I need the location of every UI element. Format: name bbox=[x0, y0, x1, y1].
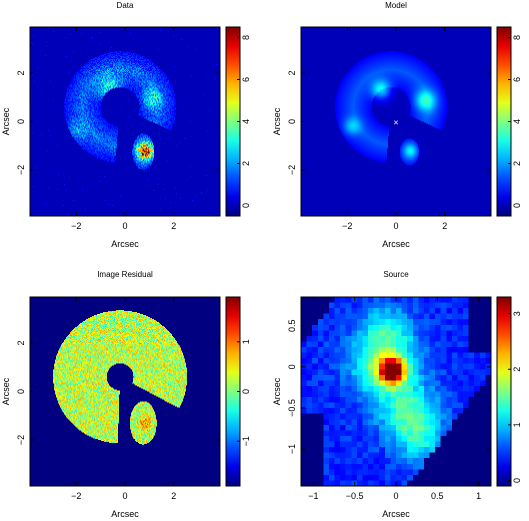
panel-title: Model bbox=[385, 1, 407, 10]
x-tick-label: −2 bbox=[342, 221, 352, 231]
colorbar-tick-label: 6 bbox=[512, 77, 522, 82]
y-tick-label: 2 bbox=[16, 341, 26, 346]
heatmap-image bbox=[301, 297, 491, 486]
y-axis-label: Arcsec bbox=[1, 377, 11, 405]
x-axis-label: Arcsec bbox=[111, 239, 139, 249]
y-axis-label: Arcsec bbox=[272, 107, 282, 135]
colorbar-tick-label: 0 bbox=[241, 203, 251, 208]
x-tick-label: 2 bbox=[171, 491, 176, 501]
x-axis-label: Arcsec bbox=[382, 239, 410, 249]
x-tick-label: −1 bbox=[308, 491, 318, 501]
x-tick-label: 0.5 bbox=[431, 491, 444, 501]
x-tick-label: 2 bbox=[171, 221, 176, 231]
colorbar bbox=[496, 296, 512, 487]
colorbar-tick-label: 0 bbox=[241, 389, 251, 394]
y-tick-label: −0.5 bbox=[287, 399, 297, 417]
y-tick-label: 0 bbox=[287, 119, 297, 124]
x-axis-label: Arcsec bbox=[111, 509, 139, 519]
colorbar-tick-label: 2 bbox=[512, 161, 522, 166]
heatmap-image bbox=[301, 27, 491, 216]
colorbar-tick-label: 0 bbox=[512, 478, 522, 483]
colorbar-tick-label: 8 bbox=[241, 35, 251, 40]
panel-title: Image Residual bbox=[97, 270, 153, 279]
y-tick-label: 0 bbox=[16, 119, 26, 124]
panel-title: Data bbox=[117, 1, 134, 10]
y-tick-label: −2 bbox=[287, 165, 297, 175]
y-tick-label: 2 bbox=[16, 71, 26, 76]
center-marker: × bbox=[393, 118, 398, 128]
colorbar-tick-label: 6 bbox=[241, 77, 251, 82]
x-tick-label: −2 bbox=[71, 491, 81, 501]
y-axis-label: Arcsec bbox=[272, 377, 282, 405]
colorbar-tick-label: 2 bbox=[512, 367, 522, 372]
x-tick-label: 2 bbox=[442, 221, 447, 231]
y-tick-label: 2 bbox=[287, 71, 297, 76]
colorbar-tick-label: −1 bbox=[241, 436, 251, 446]
y-tick-label: 0 bbox=[16, 389, 26, 394]
colorbar-tick-label: 2 bbox=[241, 161, 251, 166]
y-tick-label: 0.5 bbox=[287, 320, 297, 333]
x-tick-label: 0 bbox=[122, 221, 127, 231]
panel-title: Source bbox=[383, 270, 409, 279]
colorbar-tick-label: 4 bbox=[512, 119, 522, 124]
x-axis-label: Arcsec bbox=[382, 509, 410, 519]
colorbar-tick-label: 0 bbox=[512, 203, 522, 208]
colorbar-tick-label: 3 bbox=[512, 311, 522, 316]
panel-3: Image Residual −2 0 2 −2 0 2 Arcsec Arcsec −1 0 1 bbox=[1, 270, 251, 519]
y-tick-label: −2 bbox=[16, 165, 26, 175]
x-tick-label: 0 bbox=[393, 491, 398, 501]
x-tick-label: 1 bbox=[476, 491, 481, 501]
colorbar-tick-label: 4 bbox=[241, 119, 251, 124]
heatmap-image bbox=[30, 27, 220, 216]
x-tick-label: 0 bbox=[393, 221, 398, 231]
y-tick-label: −1 bbox=[287, 444, 297, 454]
y-axis-label: Arcsec bbox=[1, 107, 11, 135]
x-tick-label: −0.5 bbox=[346, 491, 364, 501]
x-tick-label: −2 bbox=[71, 221, 81, 231]
panel-2: Model × −2 0 2 −2 0 2 Arcsec Arcsec 0 2 4 6 8 bbox=[272, 1, 522, 249]
colorbar-tick-label: 1 bbox=[512, 422, 522, 427]
y-tick-label: −2 bbox=[16, 435, 26, 445]
colorbar-tick-label: 8 bbox=[512, 35, 522, 40]
panel-4: Source −1 −0.5 0 0.5 1 −1 −0.5 0 0.5 Arcsec Arcsec 0… bbox=[272, 270, 522, 519]
panel-1: Data −2 0 2 −2 0 2 Arcsec Arcsec 0 2 4 6 8 bbox=[1, 1, 251, 249]
x-tick-label: 0 bbox=[122, 491, 127, 501]
y-tick-label: 0 bbox=[287, 364, 297, 369]
colorbar-tick-label: 1 bbox=[241, 339, 251, 344]
heatmap-image bbox=[30, 297, 220, 486]
